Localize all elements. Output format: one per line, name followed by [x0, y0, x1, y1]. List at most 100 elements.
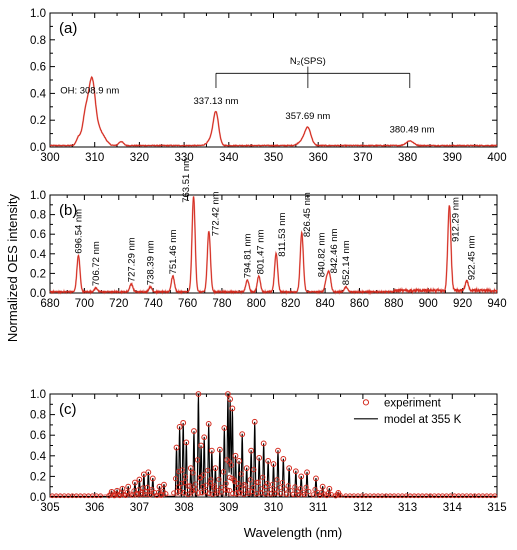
panel-c-experiment-marker	[147, 492, 153, 498]
panel-c-experiment-marker	[140, 471, 147, 478]
panel-c-experiment-marker	[235, 480, 241, 487]
panel-a-x-tick-label: 350	[264, 152, 283, 164]
panel-c-experiment-marker	[190, 470, 196, 476]
panel-c-experiment-marker	[234, 485, 240, 492]
panel-c-experiment-marker	[272, 490, 278, 496]
panel-c-experiment-marker	[201, 434, 208, 441]
panel-c-y-tick-label: 0.4	[30, 451, 47, 463]
panel-c-experiment-marker	[205, 467, 211, 474]
panel-c-experiment-marker	[178, 480, 185, 487]
panel-b-peak-label: 840.82 nm	[316, 232, 327, 277]
panel-c-experiment-marker	[262, 491, 269, 497]
panel-c-panel-label: (c)	[59, 401, 77, 418]
panel-c-experiment-marker	[175, 484, 181, 490]
legend-experiment-marker	[362, 399, 370, 406]
panel-b-peak-label: 763.51 nm	[181, 158, 192, 203]
panel-c-experiment-marker	[163, 491, 169, 497]
panel-a-x-tick-label: 310	[85, 152, 104, 164]
panel-b-x-tick-label: 680	[40, 298, 59, 310]
panel-c-experiment-marker	[193, 481, 199, 487]
panel-c-experiment-marker	[212, 465, 219, 472]
panel-a-peak-label: 337.13 nm	[194, 96, 239, 107]
panel-b-y-tick-label: 0.8	[30, 210, 46, 222]
panel-c-x-tick-label: 311	[309, 502, 327, 514]
panel-c-experiment-marker	[247, 477, 253, 483]
panel-c-experiment-marker	[298, 473, 305, 480]
panel-a-n2-sps-label: N₂(SPS)	[290, 56, 326, 67]
panel-a-x-tick-label: 300	[40, 152, 59, 164]
panel-c-experiment-marker	[292, 484, 298, 490]
panel-c-experiment-marker	[156, 483, 163, 490]
panel-c-experiment-marker	[149, 475, 156, 482]
panel-c-experiment-marker	[243, 483, 249, 489]
panel-c-experiment-marker	[288, 488, 294, 494]
panel-b-chart: 680 700 720 740 760 780 800 820 840 860 880 900 920 9…	[30, 158, 507, 310]
shared-y-axis-title: Normalized OES intensity	[5, 193, 20, 342]
panel-c-experiment-marker	[171, 490, 177, 496]
panel-c-experiment-marker	[207, 480, 214, 486]
panel-b-x-tick-label: 720	[109, 298, 128, 310]
panel-c-experiment-marker	[239, 431, 246, 438]
panel-b-peak-label: 801.47 nm	[255, 229, 266, 274]
panel-a-y-tick-label: 0.6	[30, 62, 46, 74]
panel-c-experiment-marker	[145, 469, 152, 476]
panel-c-x-tick-label: 310	[264, 502, 283, 514]
panel-c-experiment-marker	[332, 493, 339, 499]
panel-c-experiment-marker	[224, 487, 231, 493]
panel-c-y-tick-label: 0.6	[30, 430, 46, 442]
panel-c-x-tick-label: 315	[487, 502, 506, 514]
panel-c-experiment-marker	[198, 442, 204, 449]
panel-b-peak-label: 912.29 nm	[451, 197, 462, 242]
panel-c-experiment-marker	[295, 492, 302, 498]
panel-c-x-tick-label: 306	[85, 502, 104, 514]
panel-c-experiment-marker	[264, 480, 270, 487]
panel-c-experiment-marker	[225, 391, 231, 397]
panel-c-experiment-marker	[313, 475, 319, 482]
panel-c-experiment-marker	[205, 420, 212, 427]
panel-c-experiment-marker	[221, 425, 228, 431]
panel-a-x-tick-label: 360	[309, 152, 328, 164]
panel-c-experiment-marker	[98, 493, 103, 499]
panel-c-experiment-marker	[290, 491, 296, 498]
panel-c-experiment-marker	[161, 481, 167, 488]
panel-c-experiment-marker	[191, 428, 197, 434]
panel-b-x-tick-label: 860	[350, 298, 369, 310]
panel-a-peak-label: 357.69 nm	[285, 111, 330, 122]
panel-c-experiment-marker	[256, 454, 263, 461]
panel-b-x-tick-label: 740	[144, 298, 163, 310]
panel-c-y-tick-label: 0.0	[30, 492, 46, 504]
panel-c-experiment-marker	[208, 447, 215, 454]
panel-b-x-tick-label: 700	[75, 298, 94, 310]
panel-b-peak-label: 852.14 nm	[341, 240, 352, 285]
panel-c-experiment-marker	[269, 481, 276, 488]
panel-c-experiment-marker	[248, 447, 255, 454]
panel-c-experiment-marker	[283, 491, 290, 497]
panel-c-experiment-marker	[180, 419, 187, 426]
panel-c-x-tick-label: 314	[443, 502, 463, 514]
panel-c-experiment-marker	[173, 444, 180, 451]
panel-c-experiment-marker	[251, 467, 257, 473]
panel-c-experiment-marker	[280, 455, 287, 462]
panel-c-experiment-marker	[206, 490, 212, 496]
panel-c-x-tick-label: 305	[40, 502, 59, 514]
legend-experiment-label: experiment	[384, 397, 442, 409]
panel-c-experiment-marker	[292, 468, 299, 475]
panel-b-y-tick-label: 0.4	[30, 249, 47, 261]
panel-c-experiment-marker	[111, 492, 118, 499]
panel-c-experiment-marker	[189, 488, 196, 494]
panel-c-experiment-marker	[319, 483, 326, 490]
panel-c-experiment-marker	[267, 486, 273, 493]
panel-c-x-tick-label: 307	[130, 502, 149, 514]
panel-b-x-tick-label: 940	[487, 298, 506, 310]
panel-c-y-tick-label: 1.0	[30, 389, 46, 401]
panel-c-experiment-marker	[179, 467, 185, 473]
panel-b-y-tick-label: 1.0	[30, 190, 46, 202]
panel-c-experiment-marker	[249, 488, 255, 495]
panel-c-experiment-marker	[238, 471, 244, 477]
panel-c-experiment-marker	[260, 440, 267, 447]
panel-c-experiment-marker	[236, 489, 243, 495]
panel-b-x-tick-label: 820	[281, 298, 300, 310]
panel-c-experiment-marker	[194, 457, 201, 463]
panel-a-x-tick-label: 370	[353, 152, 372, 164]
panel-c-experiment-marker	[125, 483, 132, 490]
